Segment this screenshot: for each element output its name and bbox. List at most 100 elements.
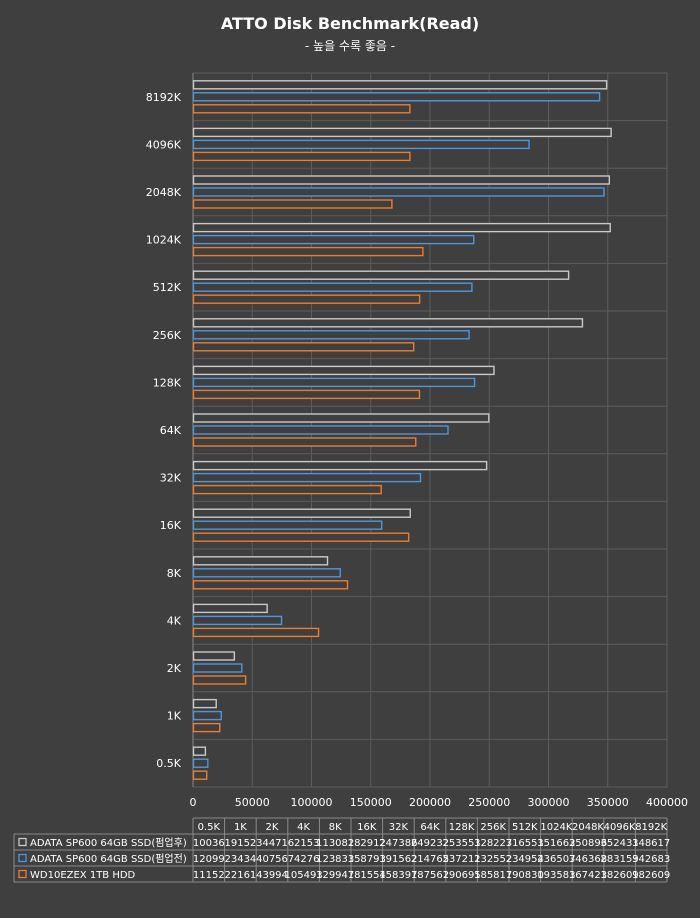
table-value-cell: 316551 (506, 838, 544, 849)
bar-adata-sp600-64gb-ssd(펌업후)-4096k (192, 127, 612, 138)
y-tick-label: 4K (167, 614, 182, 627)
table-value-cell: 167423 (569, 870, 607, 881)
bar-wd10ezex-1tb-hdd-512k (192, 294, 421, 304)
y-tick-label: 16K (160, 519, 182, 532)
table-value-cell: 234954 (506, 854, 544, 865)
table-value-cell: 123833 (316, 854, 354, 865)
table-value-cell: 23434 (224, 854, 256, 865)
x-tick-label: 200000 (409, 796, 451, 809)
table-header-cell: 1K (234, 822, 247, 833)
x-tick-label: 150000 (350, 796, 392, 809)
table-header-cell: 8K (329, 822, 342, 833)
bar-adata-sp600-64gb-ssd(펌업전)-1024k (192, 234, 475, 245)
legend-label: ADATA SP600 64GB SSD(펌업전) (30, 852, 187, 865)
table-value-cell: 348617 (632, 838, 670, 849)
table-header-cell: 32K (389, 822, 409, 833)
x-tick-label: 50000 (235, 796, 270, 809)
bar-wd10ezex-1tb-hdd-2048k (192, 199, 393, 209)
bar-wd10ezex-1tb-hdd-8192k (192, 104, 411, 114)
bar-adata-sp600-64gb-ssd(펌업전)-512k (192, 282, 473, 292)
bar-adata-sp600-64gb-ssd(펌업후)-256k (192, 318, 584, 328)
bar-adata-sp600-64gb-ssd(펌업전)-4096k (192, 139, 530, 150)
bar-adata-sp600-64gb-ssd(펌업후)-1024k (192, 222, 611, 233)
x-tick-label: 250000 (468, 796, 510, 809)
x-tick-label: 100000 (291, 796, 333, 809)
bar-wd10ezex-1tb-hdd-4096k (192, 151, 411, 162)
legend-label: ADATA SP600 64GB SSD(펌업후) (30, 836, 187, 849)
bar-adata-sp600-64gb-ssd(펌업전)-8192k (192, 92, 601, 102)
chart-subtitle: - 높을 수록 좋음 - (305, 39, 395, 53)
table-value-cell: 232552 (474, 854, 512, 865)
table-value-cell: 113082 (316, 838, 354, 849)
table-value-cell: 74276 (288, 854, 320, 865)
bar-adata-sp600-64gb-ssd(펌업전)-1k (192, 710, 222, 721)
table-value-cell: 182912 (348, 838, 386, 849)
bar-adata-sp600-64gb-ssd(펌업전)-2048k (192, 187, 605, 197)
table-header-cell: 1024K (540, 822, 572, 833)
y-tick-label: 1024K (146, 234, 182, 247)
table-header-cell: 4096K (604, 822, 636, 833)
y-tick-label: 512K (153, 281, 182, 294)
table-value-cell: 43994 (256, 870, 288, 881)
table-value-cell: 62153 (288, 838, 320, 849)
table-value-cell: 214765 (411, 854, 449, 865)
table-header-cell: 256K (480, 822, 506, 833)
bar-adata-sp600-64gb-ssd(펌업후)-0.5k (192, 746, 207, 756)
legend-label: WD10EZEX 1TB HDD (30, 870, 136, 881)
bar-adata-sp600-64gb-ssd(펌업후)-8192k (192, 80, 608, 90)
table-header-cell: 0.5K (198, 822, 221, 833)
y-tick-label: 0.5K (156, 757, 181, 770)
bar-adata-sp600-64gb-ssd(펌업전)-128k (192, 377, 476, 388)
bar-wd10ezex-1tb-hdd-1024k (192, 246, 424, 257)
table-value-cell: 253551 (443, 838, 481, 849)
table-value-cell: 283159 (601, 854, 639, 865)
table-value-cell: 191562 (379, 854, 417, 865)
bar-adata-sp600-64gb-ssd(펌업후)-2048k (192, 175, 611, 185)
table-value-cell: 351662 (537, 838, 575, 849)
bar-adata-sp600-64gb-ssd(펌업전)-256k (192, 330, 470, 340)
table-value-cell: 328227 (474, 838, 512, 849)
table-value-cell: 350896 (569, 838, 607, 849)
table-header-cell: 16K (357, 822, 377, 833)
table-value-cell: 182609 (632, 870, 670, 881)
y-tick-label: 32K (160, 472, 182, 485)
table-value-cell: 237211 (443, 854, 481, 865)
table-header-cell: 64K (420, 822, 440, 833)
bar-wd10ezex-1tb-hdd-16k (192, 532, 410, 542)
table-value-cell: 10036 (193, 838, 225, 849)
bar-adata-sp600-64gb-ssd(펌업전)-32k (192, 472, 422, 483)
table-value-cell: 185817 (474, 870, 512, 881)
y-tick-label: 2048K (146, 186, 182, 199)
bar-wd10ezex-1tb-hdd-256k (192, 342, 415, 352)
bar-adata-sp600-64gb-ssd(펌업전)-2k (192, 663, 243, 673)
y-tick-label: 64K (160, 424, 182, 437)
table-value-cell: 182609 (601, 870, 639, 881)
table-value-cell: 352431 (601, 838, 639, 849)
bar-adata-sp600-64gb-ssd(펌업후)-128k (192, 365, 495, 376)
legend-key (18, 837, 27, 847)
table-value-cell: 190830 (506, 870, 544, 881)
bar-adata-sp600-64gb-ssd(펌업전)-4k (192, 615, 283, 626)
plot-area: 8192K 4096K 2048K 1024K 512K 256K 128K 64K 32K 16… (146, 72, 688, 809)
table-header-cell: 2048K (572, 822, 604, 833)
chart-title: ATTO Disk Benchmark(Read) (221, 14, 479, 33)
y-tick-label: 2K (167, 662, 182, 675)
bar-wd10ezex-1tb-hdd-2k (192, 675, 247, 685)
table-value-cell: 346368 (569, 854, 607, 865)
table-value-cell: 249232 (411, 838, 449, 849)
y-tick-label: 4096K (146, 138, 182, 151)
bar-adata-sp600-64gb-ssd(펌업후)-64k (192, 413, 490, 423)
bar-adata-sp600-64gb-ssd(펌업후)-2k (192, 651, 236, 661)
bar-adata-sp600-64gb-ssd(펌업후)-512k (192, 270, 570, 280)
legend-key (18, 869, 27, 879)
bar-wd10ezex-1tb-hdd-8k (192, 580, 349, 590)
y-tick-label: 8K (167, 567, 182, 580)
table-value-cell: 105493 (285, 870, 323, 881)
table-header-cell: 512K (512, 822, 538, 833)
table-value-cell: 34471 (256, 838, 288, 849)
table-value-cell: 190695 (443, 870, 481, 881)
y-tick-label: 128K (153, 376, 182, 389)
table-value-cell: 342683 (632, 854, 670, 865)
